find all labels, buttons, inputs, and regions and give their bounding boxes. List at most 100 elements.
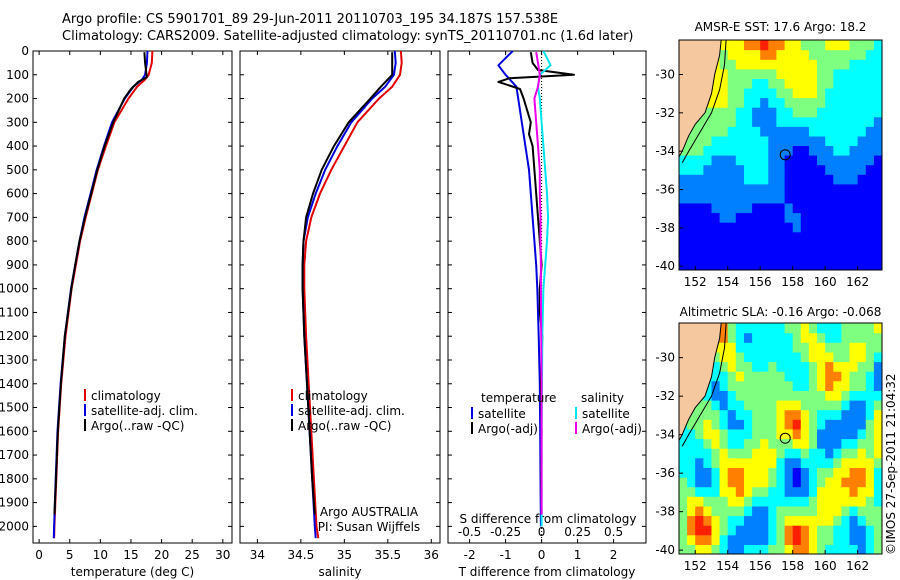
map-cell xyxy=(817,457,826,468)
map-cell xyxy=(857,87,867,99)
header-line1: Argo profile: CS 5901701_89 29-Jun-2011 … xyxy=(62,12,559,27)
map-cell xyxy=(825,332,834,343)
map-cell xyxy=(776,534,786,545)
map-cell xyxy=(865,400,875,411)
map-cell xyxy=(752,544,761,554)
map-cell xyxy=(711,380,721,391)
map-cell xyxy=(841,174,851,185)
map-cell xyxy=(873,342,882,353)
map-cell xyxy=(808,477,818,488)
map-cell xyxy=(687,457,696,468)
map-cell xyxy=(849,116,859,127)
map-cell xyxy=(711,202,721,214)
map-cell xyxy=(727,155,737,166)
map-cell xyxy=(695,164,704,175)
s-tick-label: 0.5 xyxy=(604,525,623,539)
map-cell xyxy=(768,126,777,137)
map-cell xyxy=(833,135,842,146)
map-cell xyxy=(752,525,761,536)
y-tick-label: 900 xyxy=(6,258,29,272)
map-cell xyxy=(808,183,818,194)
map-cell xyxy=(727,145,737,156)
map-cell xyxy=(825,174,834,185)
map-cell xyxy=(784,145,794,156)
map-cell xyxy=(784,419,794,430)
map-cell xyxy=(865,515,875,526)
map-cell xyxy=(817,87,826,99)
map-cell xyxy=(776,419,786,430)
map-cell xyxy=(833,525,842,536)
map-cell xyxy=(833,155,842,166)
map-cell xyxy=(800,342,810,353)
map-cell xyxy=(857,222,867,233)
map-cell xyxy=(744,351,753,363)
map-cell xyxy=(768,222,777,233)
map-cell xyxy=(752,107,761,118)
map-cell xyxy=(833,40,842,51)
map-cell xyxy=(744,49,753,60)
map-cell xyxy=(752,59,761,70)
map-cell xyxy=(679,457,688,468)
map-title: Altimetric SLA: -0.16 Argo: -0.068 xyxy=(680,305,882,319)
map-cell xyxy=(719,457,729,468)
map-cell xyxy=(865,371,875,382)
y-tick-label: 700 xyxy=(6,210,29,224)
map-cell xyxy=(800,241,810,252)
map-cell xyxy=(841,477,851,488)
map-cell xyxy=(817,323,826,334)
map-cell xyxy=(776,409,786,420)
map-cell xyxy=(849,78,859,89)
map-cell xyxy=(857,193,867,204)
map-cell xyxy=(784,534,794,545)
map-cell xyxy=(768,438,777,449)
map-cell xyxy=(760,116,769,127)
map-cell xyxy=(727,193,737,204)
map-cell xyxy=(679,202,688,214)
map-cell xyxy=(679,515,688,526)
map-cell xyxy=(841,126,851,137)
map-cell xyxy=(703,164,713,175)
map-cell xyxy=(800,78,810,89)
x-tick-label: 36 xyxy=(424,548,439,562)
map-cell xyxy=(865,544,875,554)
map-cell xyxy=(744,496,753,507)
map-cell xyxy=(865,361,875,372)
map-cell xyxy=(735,107,745,118)
map-cell xyxy=(687,174,696,185)
x-tick-label: 162 xyxy=(846,275,869,289)
map-cell xyxy=(768,174,777,185)
map-cell xyxy=(711,87,721,99)
map-cell xyxy=(833,78,842,89)
map-cell xyxy=(695,231,704,242)
map-cell xyxy=(727,260,737,270)
map-cell xyxy=(744,193,753,204)
map-cell xyxy=(719,126,729,137)
map-cell xyxy=(825,183,834,194)
map-cell xyxy=(687,467,696,478)
map-cell xyxy=(703,260,713,270)
map-cell xyxy=(825,448,834,459)
map-cell xyxy=(808,342,818,353)
map-cell xyxy=(735,467,745,478)
map-cell xyxy=(695,525,704,536)
map-cell xyxy=(776,78,786,89)
map-cell xyxy=(727,164,737,175)
map-cell xyxy=(719,68,729,79)
map-cell xyxy=(703,486,713,497)
map-cell xyxy=(768,68,777,79)
map-cell xyxy=(792,351,802,363)
map-cell xyxy=(727,212,737,223)
map-cell xyxy=(817,515,826,526)
map-cell xyxy=(800,505,810,517)
map-cell xyxy=(873,145,882,156)
map-cell xyxy=(703,222,713,233)
map-cell xyxy=(857,390,867,401)
map-cell xyxy=(703,438,713,449)
map-cell xyxy=(679,496,688,507)
x-tick-label: 0 xyxy=(35,548,43,562)
map-cell xyxy=(825,390,834,401)
map-cell xyxy=(865,49,875,60)
map-cell xyxy=(817,116,826,127)
map-cell xyxy=(800,467,810,478)
